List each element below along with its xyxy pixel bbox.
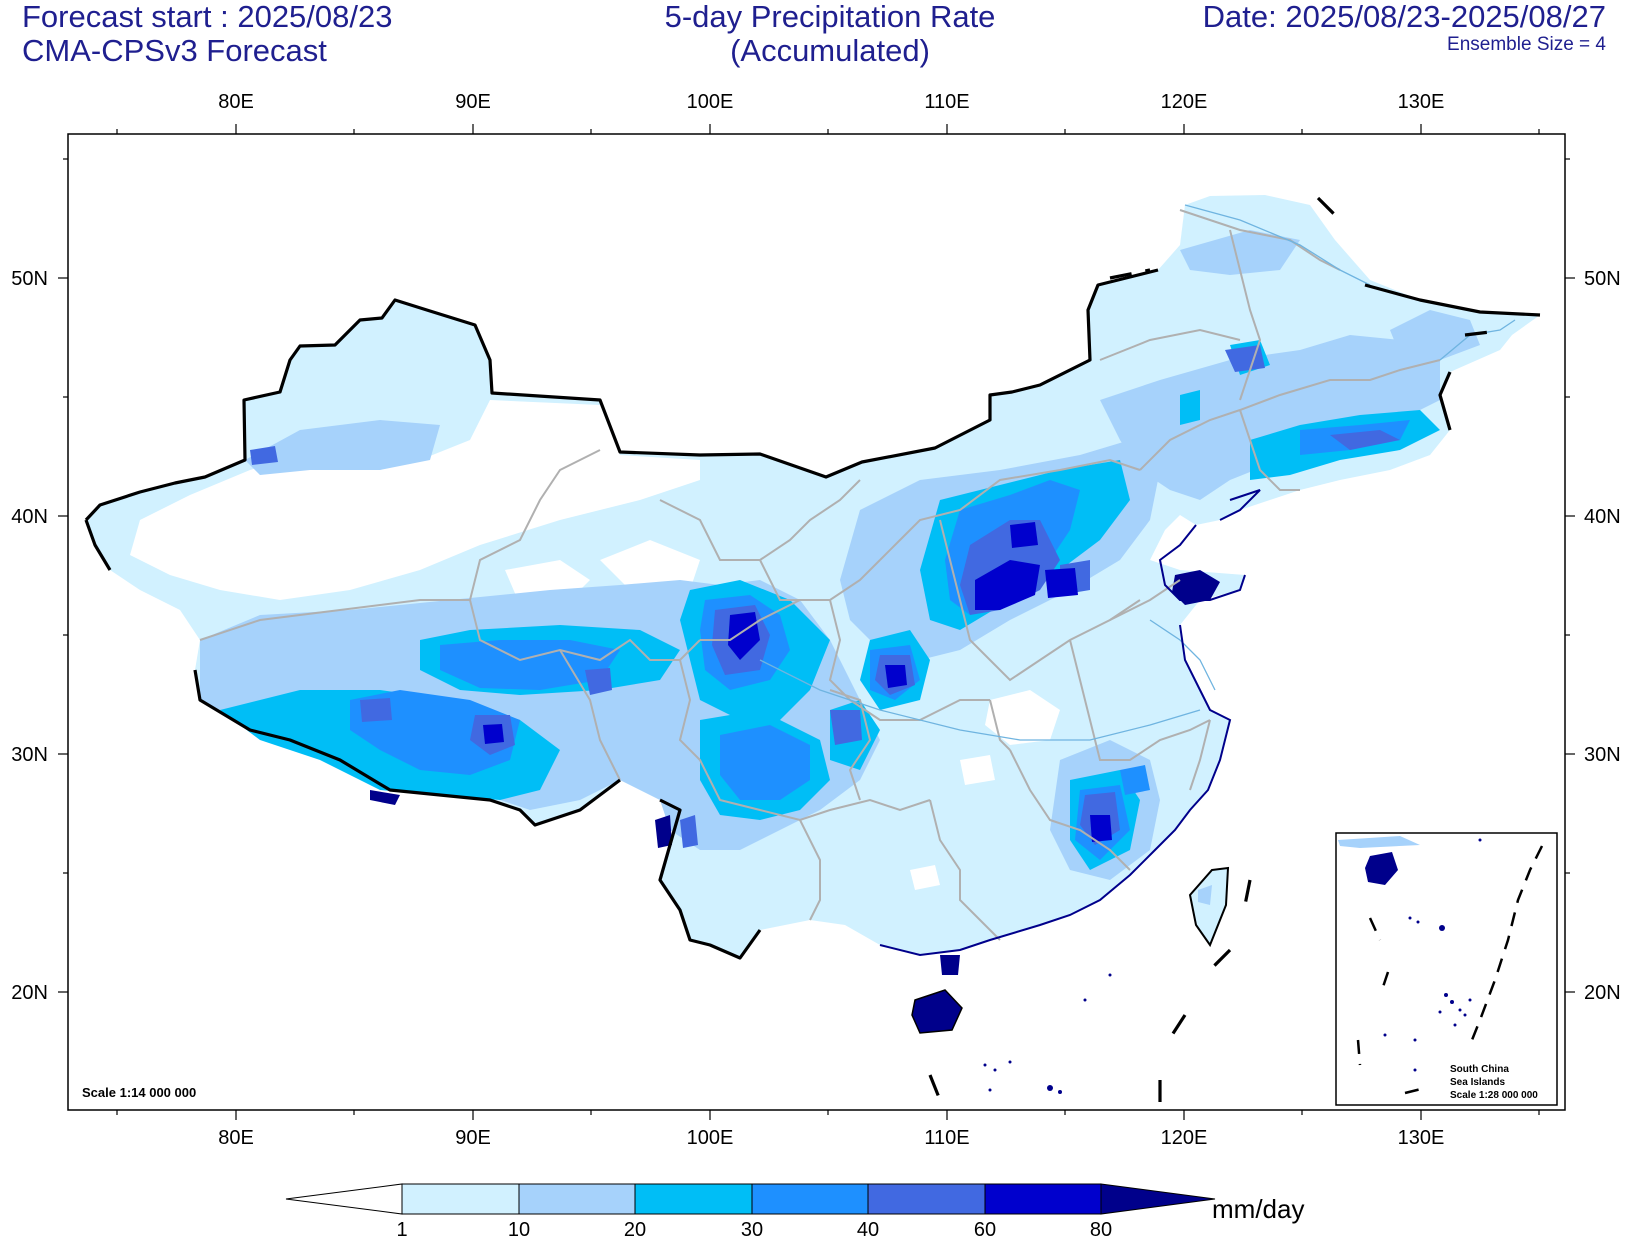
model-name-label: CMA-CPSv3 Forecast: [22, 33, 327, 68]
national-boundary: [84, 268, 1541, 960]
lon-label: 100E: [687, 1127, 734, 1149]
scs-inset: South China Sea Islands Scale 1:28 000 0…: [1335, 832, 1558, 1106]
lat-label: 20N: [1584, 982, 1621, 1004]
colorbar-box-30-40: [751, 1183, 869, 1215]
lon-label: 130E: [1398, 91, 1445, 113]
colorbar: 1 10 20 30 40 60 80 mm/day: [285, 1183, 1304, 1236]
colorbar-label: 1: [396, 1219, 407, 1236]
lon-labels-top: 80E 90E 100E 110E 120E 130E: [218, 91, 1444, 113]
maritime-boundary: [928, 196, 1491, 1110]
colorbar-box-40-60: [867, 1183, 986, 1215]
ensemble-size-label: Ensemble Size = 4: [1447, 34, 1606, 55]
lon-label: 90E: [455, 1127, 491, 1149]
lon-label: 90E: [455, 91, 491, 113]
precip-level-60-80: [483, 522, 1112, 842]
colorbar-units: mm/day: [1212, 1194, 1304, 1224]
map-title-line2: (Accumulated): [730, 33, 930, 68]
lat-label: 40N: [1584, 506, 1621, 528]
province-borders: [199, 209, 1441, 941]
colorbar-box-10-20: [518, 1183, 636, 1215]
colorbar-label: 80: [1090, 1219, 1112, 1236]
lat-label: 40N: [11, 506, 48, 528]
colorbar-triangle-low: [285, 1183, 403, 1215]
taiwan-rain: [1198, 885, 1212, 905]
lon-label: 110E: [924, 91, 969, 113]
colorbar-box-1-10: [401, 1183, 520, 1215]
lon-label: 130E: [1398, 1127, 1445, 1149]
map-title-line1: 5-day Precipitation Rate: [664, 0, 996, 34]
colorbar-label: 20: [624, 1219, 646, 1236]
scale-label: Scale 1:14 000 000: [82, 1085, 196, 1100]
forecast-start-label: Forecast start : 2025/08/23: [22, 0, 393, 34]
colorbar-triangle-high: [1100, 1183, 1216, 1215]
lon-label: 80E: [218, 91, 254, 113]
inset-hainan: [1365, 852, 1398, 885]
hainan-island: [911, 989, 963, 1034]
inset-scale-label: Scale 1:28 000 000: [1450, 1090, 1538, 1101]
lon-label: 120E: [1161, 1127, 1208, 1149]
inset-title-line1: South China: [1450, 1064, 1509, 1075]
colorbar-label: 60: [974, 1219, 996, 1236]
lat-label: 30N: [1584, 744, 1621, 766]
coastline: [879, 489, 1261, 957]
lon-labels-bottom: 80E 90E 100E 110E 120E 130E: [218, 1127, 1444, 1149]
colorbar-label: 30: [741, 1219, 763, 1236]
lon-label: 120E: [1161, 91, 1208, 113]
lat-labels-right: 50N 40N 30N 20N: [1584, 268, 1621, 1004]
lat-label: 20N: [11, 982, 48, 1004]
lat-label: 30N: [11, 744, 48, 766]
lon-label: 100E: [687, 91, 734, 113]
colorbar-box-60-80: [984, 1183, 1102, 1215]
colorbar-label: 40: [857, 1219, 879, 1236]
inset-islands: [1383, 838, 1482, 1072]
scs-islands: [983, 973, 1112, 1094]
date-range-label: Date: 2025/08/23-2025/08/27: [1202, 0, 1606, 34]
inset-title-line2: Sea Islands: [1450, 1077, 1505, 1088]
inset-boundary: [1356, 845, 1544, 1095]
colorbar-box-20-30: [634, 1183, 753, 1215]
lon-label: 110E: [924, 1127, 969, 1149]
map-title: 5-day Precipitation Rate (Accumulated): [560, 0, 1100, 68]
inset-coast: [1338, 836, 1420, 848]
lat-label: 50N: [11, 268, 48, 290]
lat-label: 50N: [1584, 268, 1621, 290]
lon-label: 80E: [218, 1127, 254, 1149]
lat-labels-left: 50N 40N 30N 20N: [11, 268, 48, 1004]
taiwan-island: [1188, 866, 1230, 948]
colorbar-label: 10: [508, 1219, 530, 1236]
axis-ticks: [58, 124, 1575, 1120]
